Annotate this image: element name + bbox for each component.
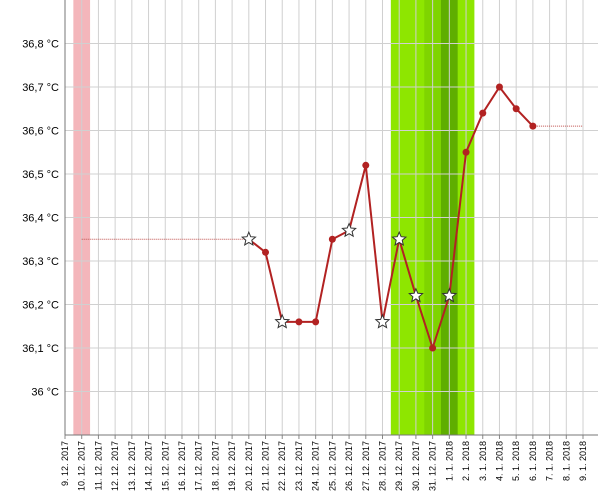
y-tick-label: 36,6 °C [22, 126, 59, 138]
x-tick-label: 29. 12. 2017 [394, 441, 404, 491]
dot-marker [312, 318, 320, 326]
x-tick-label: 15. 12. 2017 [160, 441, 170, 491]
star-marker [441, 287, 458, 303]
dot-marker [362, 161, 370, 169]
x-tick-label: 20. 12. 2017 [244, 441, 254, 491]
x-tick-label: 5. 1. 2018 [511, 441, 521, 481]
dot-marker [328, 235, 336, 243]
x-tick-label: 23. 12. 2017 [294, 441, 304, 491]
x-tick-label: 12. 12. 2017 [110, 441, 120, 491]
dot-marker [529, 122, 537, 130]
dot-marker [262, 248, 270, 256]
y-tick-label: 36,3 °C [22, 256, 59, 268]
y-tick-label: 36,1 °C [22, 343, 59, 355]
x-tick-label: 16. 12. 2017 [177, 441, 187, 491]
y-tick-label: 36,4 °C [22, 213, 59, 225]
dot-marker [512, 105, 520, 113]
dot-marker [295, 318, 303, 326]
x-tick-label: 31. 12. 2017 [428, 441, 438, 491]
x-tick-label: 13. 12. 2017 [127, 441, 137, 491]
y-tick-label: 36,7 °C [22, 82, 59, 94]
x-tick-label: 2. 1. 2018 [461, 441, 471, 481]
x-tick-label: 7. 1. 2018 [545, 441, 555, 481]
x-tick-label: 21. 12. 2017 [261, 441, 271, 491]
x-tick-label: 18. 12. 2017 [210, 441, 220, 491]
x-tick-label: 3. 1. 2018 [478, 441, 488, 481]
x-tick-label: 11. 12. 2017 [93, 441, 103, 490]
x-tick-label: 25. 12. 2017 [327, 441, 337, 491]
dot-marker [462, 148, 470, 156]
x-tick-label: 30. 12. 2017 [411, 441, 421, 491]
x-tick-label: 19. 12. 2017 [227, 441, 237, 491]
x-tick-label: 26. 12. 2017 [344, 441, 354, 491]
x-tick-label: 8. 1. 2018 [561, 441, 571, 481]
star-marker [240, 230, 257, 246]
x-tick-label: 27. 12. 2017 [361, 441, 371, 491]
x-tick-label: 1. 1. 2018 [444, 441, 454, 481]
star-marker [374, 313, 391, 329]
x-tick-label: 24. 12. 2017 [311, 441, 321, 491]
x-tick-label: 9. 12. 2017 [60, 441, 70, 486]
y-tick-label: 36 °C [31, 387, 59, 399]
x-tick-label: 4. 1. 2018 [494, 441, 504, 481]
temperature-line [81, 125, 584, 240]
x-tick-label: 22. 12. 2017 [277, 441, 287, 491]
dot-marker [429, 344, 437, 352]
y-tick-label: 36,8 °C [22, 39, 59, 51]
x-tick-label: 17. 12. 2017 [194, 441, 204, 491]
star-marker [408, 287, 424, 303]
y-tick-label: 36,5 °C [22, 169, 59, 181]
x-tick-label: 14. 12. 2017 [144, 441, 154, 491]
star-marker [274, 313, 291, 329]
dot-marker [495, 83, 503, 91]
y-tick-label: 36,2 °C [22, 300, 59, 312]
dot-marker [479, 109, 487, 117]
x-tick-label: 10. 12. 2017 [77, 441, 87, 491]
star-marker [341, 222, 357, 238]
x-tick-label: 6. 1. 2018 [528, 441, 538, 481]
star-marker [391, 230, 408, 246]
x-tick-label: 9. 1. 2018 [578, 441, 588, 481]
x-tick-label: 28. 12. 2017 [377, 441, 387, 491]
